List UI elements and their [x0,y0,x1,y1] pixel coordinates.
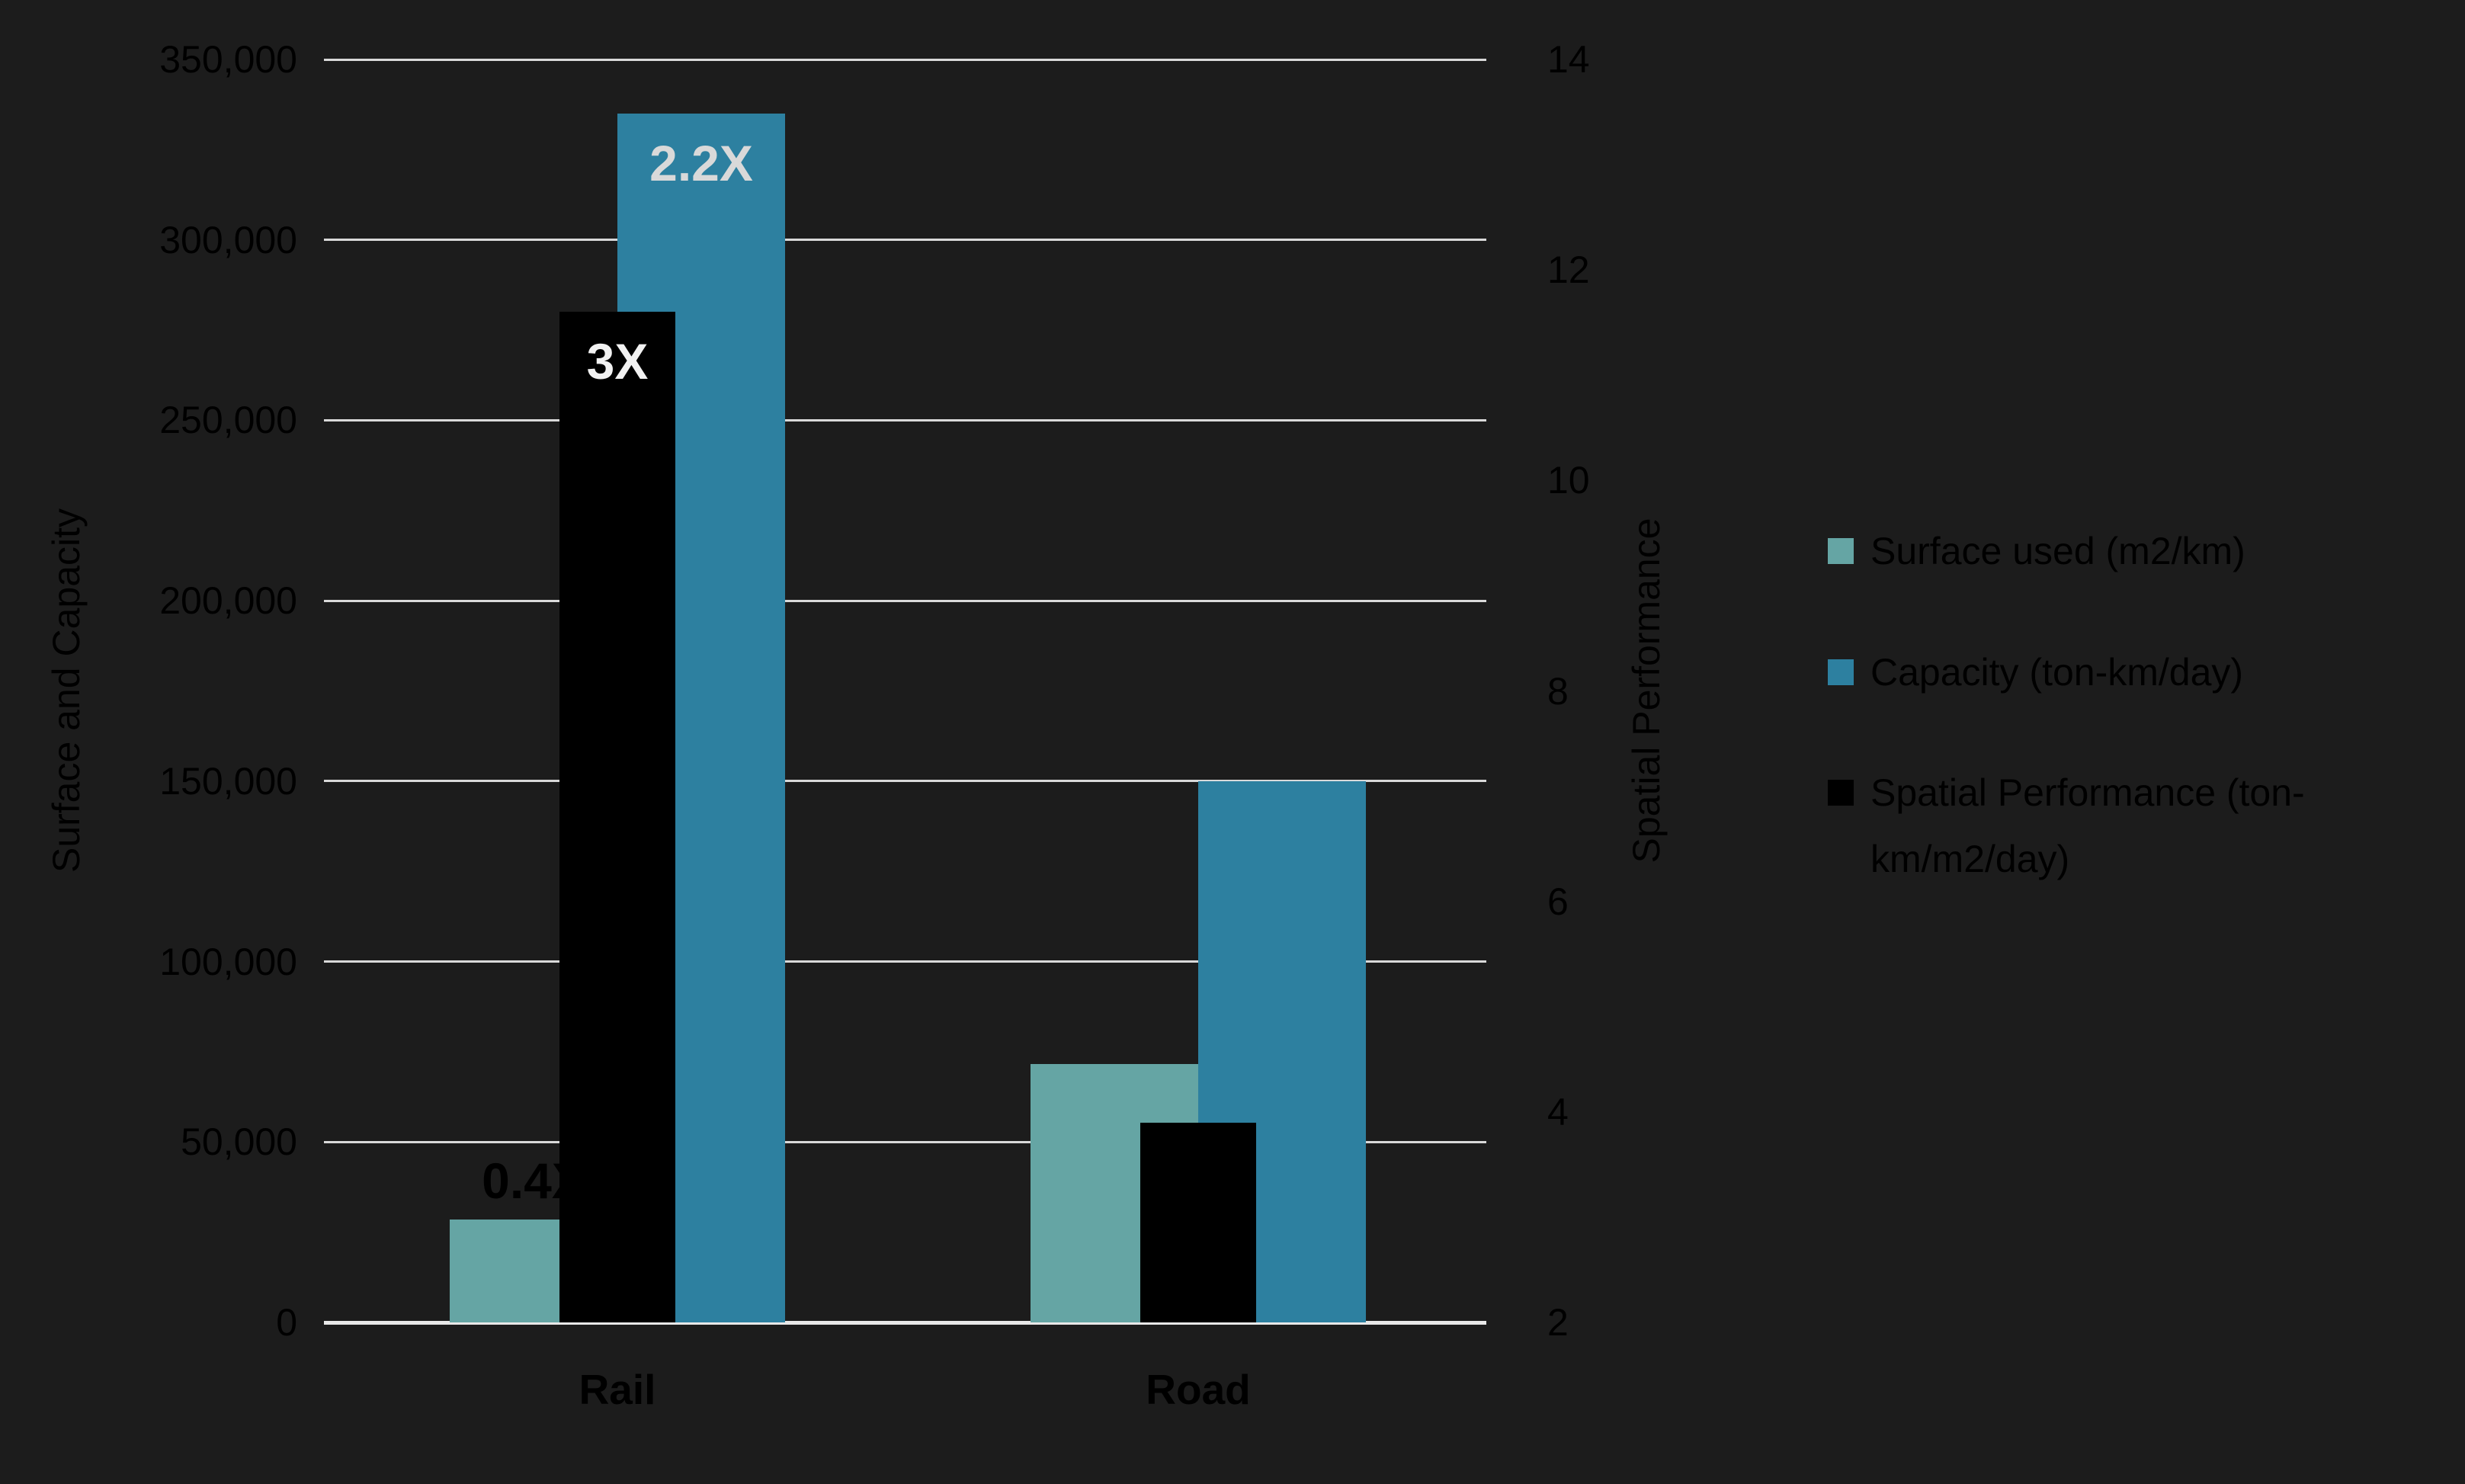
y2-axis-title: Spatial Performance [1625,518,1668,864]
y-axis-tick-label: 250,000 [159,399,297,442]
gridline [324,58,1486,61]
data-label-2.2x: 2.2X [649,135,753,191]
y2-axis-tick-label: 4 [1547,1090,1569,1133]
y2-axis-tick-label: 6 [1547,880,1569,923]
y2-axis-tick-label: 12 [1547,248,1590,292]
x-axis-line [324,1320,1486,1325]
legend-label-surface: Surface used (m2/km) [1870,530,2245,572]
legend-swatch-capacity-icon [1828,659,1854,685]
y2-axis-tick-label: 2 [1547,1301,1569,1344]
x-axis-category-label: Rail [579,1366,656,1413]
data-label-0.4x: 0.4X [482,1152,585,1210]
legend-label-spatial: Spatial Performance (ton-km/m2/day) [1870,771,2305,880]
y-axis-tick-label: 150,000 [159,759,297,803]
x-axis-category-label: Road [1146,1366,1251,1413]
y-axis-tick-label: 0 [276,1301,297,1344]
y2-axis-tick-label: 10 [1547,459,1590,502]
gridline [324,780,1486,783]
y-axis-tick-label: 200,000 [159,579,297,623]
legend-swatch-surface-icon [1828,538,1854,564]
y-axis-tick-label: 300,000 [159,218,297,261]
legend-item-surface: Surface used (m2/km) [1828,518,2404,585]
y-axis-tick-label: 100,000 [159,940,297,983]
y-axis-tick-label: 50,000 [181,1120,297,1164]
y-axis-tick-label: 350,000 [159,38,297,81]
bar-spatial-road [1140,1122,1256,1322]
gridline [324,599,1486,602]
data-label-3x: 3X [586,333,649,390]
legend-item-capacity: Capacity (ton-km/day) [1828,639,2404,706]
y2-axis-tick-label: 8 [1547,669,1569,713]
gridline [324,239,1486,242]
gridline [324,418,1486,421]
gridline [324,960,1486,963]
legend-swatch-spatial-icon [1828,780,1854,806]
y-axis-title: Surface and Capacity [45,508,88,873]
bar-spatial-rail [559,312,675,1322]
gridline [324,1140,1486,1143]
legend-item-spatial: Spatial Performance (ton-km/m2/day) [1828,760,2404,893]
y2-axis-tick-label: 14 [1547,38,1590,81]
legend-label-capacity: Capacity (ton-km/day) [1870,651,2244,694]
